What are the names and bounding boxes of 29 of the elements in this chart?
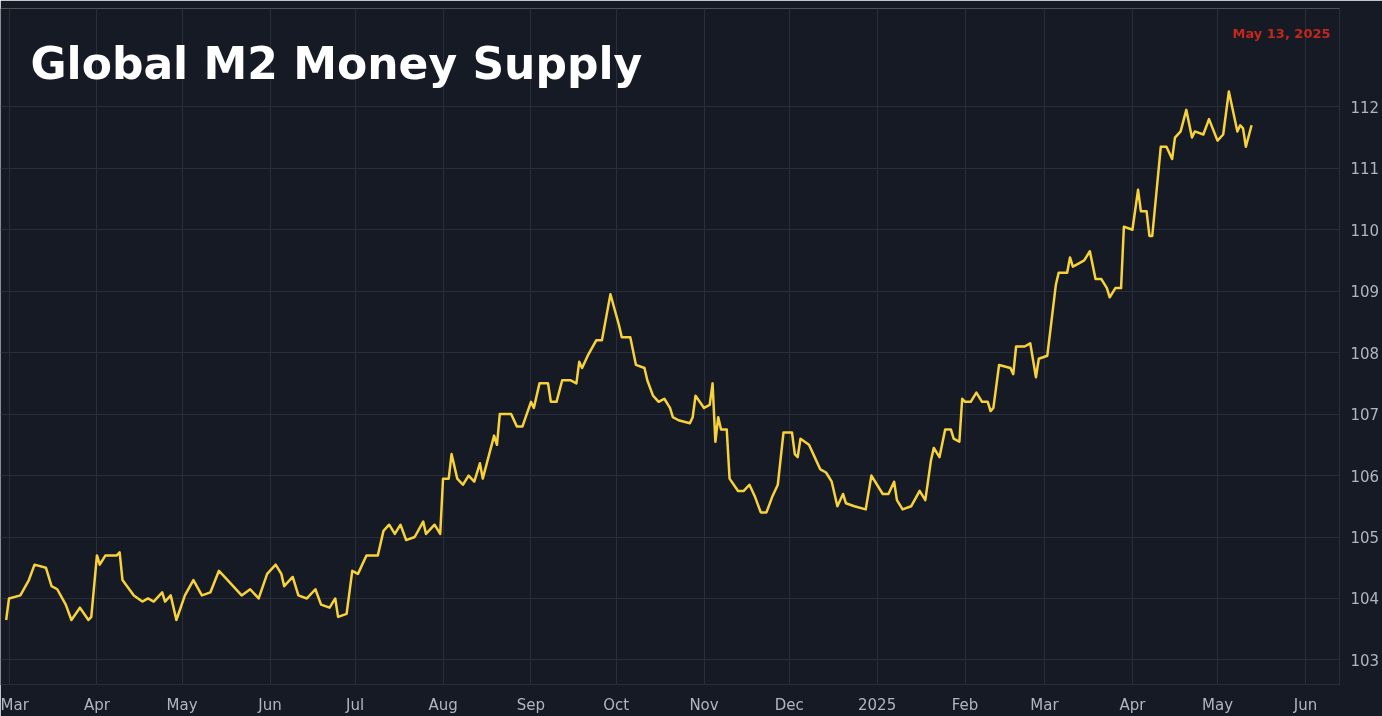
x-tick-label: Mar xyxy=(0,695,30,714)
x-tick-label: 2025 xyxy=(858,695,897,714)
y-tick-label: 112 xyxy=(1350,98,1380,117)
x-tick-label: Apr xyxy=(83,695,111,714)
y-tick-label: 104 xyxy=(1350,590,1380,609)
y-tick-label: 103 xyxy=(1350,651,1380,670)
x-tick-label: Nov xyxy=(689,695,719,714)
x-tick-label: May xyxy=(1202,695,1234,714)
annotation: May 13, 2025 xyxy=(1232,25,1331,41)
x-tick-label: Oct xyxy=(603,695,630,714)
y-tick-label: 105 xyxy=(1350,529,1380,548)
y-tick-label: 106 xyxy=(1350,467,1380,486)
y-tick-label: 108 xyxy=(1350,344,1380,363)
x-tick-label: Sep xyxy=(516,695,546,714)
y-tick-label: 107 xyxy=(1350,406,1380,425)
x-tick-label: Jun xyxy=(257,695,282,714)
x-tick-label: Jun xyxy=(1292,695,1318,714)
y-tick-label: 110 xyxy=(1350,221,1380,240)
x-tick-label: Aug xyxy=(428,695,458,714)
y-tick-label: 111 xyxy=(1350,160,1380,179)
x-tick-label: Feb xyxy=(951,695,979,714)
x-tick-label: Jul xyxy=(345,695,365,714)
text: Global M2 Money Supply xyxy=(30,37,643,89)
x-tick-label: Dec xyxy=(774,695,804,714)
x-tick-label: Mar xyxy=(1030,695,1060,714)
x-tick-label: Apr xyxy=(1119,695,1147,714)
y-tick-label: 109 xyxy=(1350,283,1380,302)
line-series xyxy=(4,90,1253,622)
x-tick-label: May xyxy=(166,695,198,714)
